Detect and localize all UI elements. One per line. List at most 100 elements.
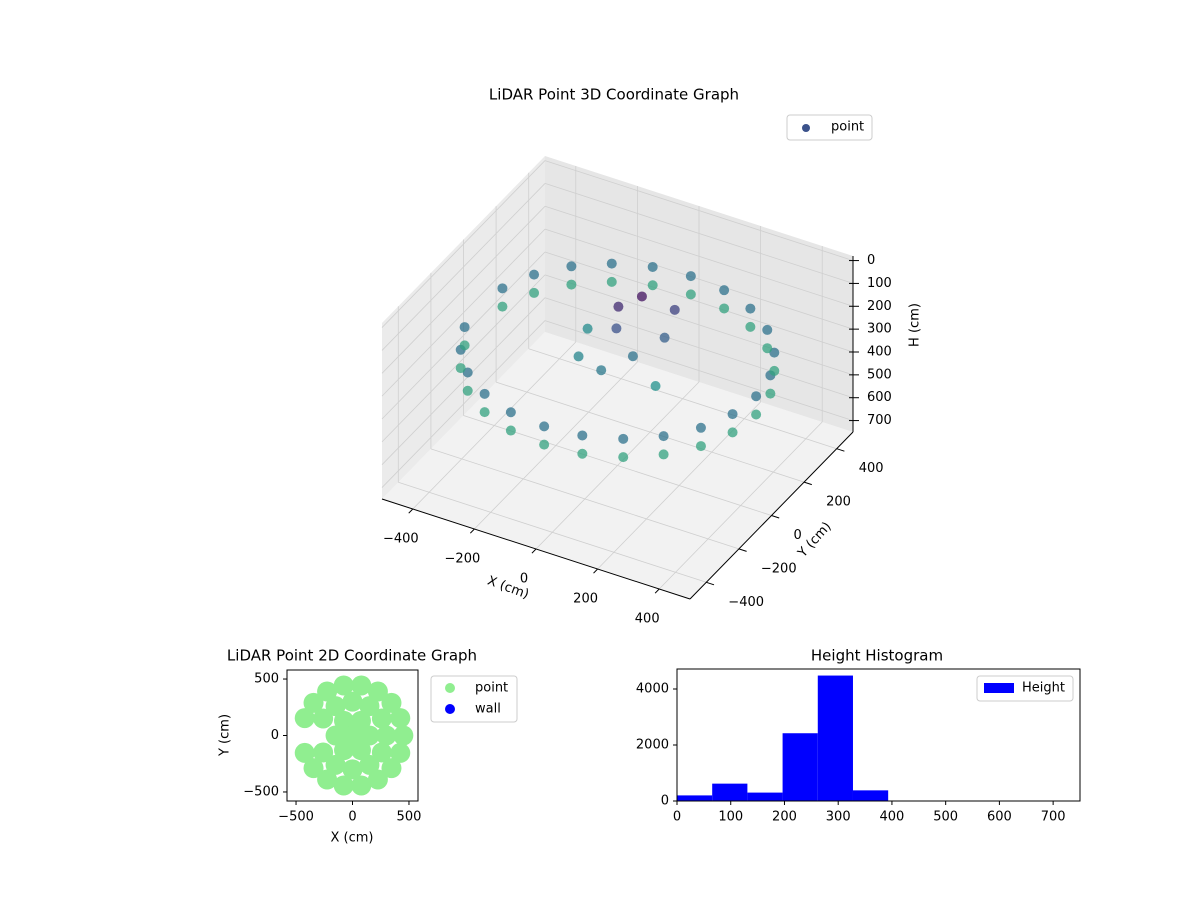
- point: [606, 258, 617, 269]
- y-tick-label: 2000: [636, 737, 669, 752]
- point: [351, 775, 372, 796]
- point: [381, 758, 402, 779]
- y-tick-label: 400: [859, 461, 884, 476]
- point: [303, 758, 324, 779]
- point: [342, 725, 363, 746]
- point: [367, 681, 388, 702]
- axes-frame: [676, 668, 1081, 802]
- x-tick-label: 400: [635, 612, 660, 627]
- legend-label: point: [475, 681, 508, 696]
- bar: [817, 675, 853, 801]
- point: [317, 769, 338, 790]
- x-tick-label: 700: [1041, 810, 1066, 825]
- point: [762, 343, 773, 354]
- point: [751, 391, 762, 402]
- grid-line: [381, 183, 546, 351]
- tick-mark: [706, 581, 715, 586]
- legend-label: Height: [1022, 681, 1065, 696]
- point: [371, 742, 392, 763]
- point: [611, 323, 622, 334]
- grid-line: [544, 297, 854, 399]
- x-tick-label: 100: [718, 810, 743, 825]
- point: [350, 740, 371, 761]
- x-tick-label: 0: [348, 810, 356, 825]
- point: [539, 439, 550, 450]
- tick-mark: [469, 528, 475, 534]
- point: [381, 692, 402, 713]
- point: [376, 725, 397, 746]
- z-tick-label: 300: [867, 322, 892, 337]
- point: [669, 304, 680, 315]
- grid-line: [381, 297, 546, 465]
- grid-line: [544, 160, 854, 261]
- plot-area: [294, 675, 414, 796]
- y-tick-label: 500: [254, 672, 279, 687]
- point: [606, 276, 617, 287]
- point: [455, 363, 466, 374]
- point: [390, 742, 411, 763]
- point: [618, 452, 629, 463]
- bar: [852, 790, 889, 801]
- point: [334, 740, 355, 761]
- grid-line: [544, 251, 854, 353]
- y-tick-label: −500: [243, 784, 279, 799]
- point: [695, 422, 706, 433]
- point: [719, 285, 730, 296]
- point: [390, 708, 411, 729]
- point: [650, 380, 661, 391]
- legend-label: wall: [475, 702, 501, 717]
- legend-box: [786, 114, 873, 141]
- grid-line: [544, 228, 854, 330]
- grid-line: [381, 251, 546, 420]
- grid-line: [398, 481, 707, 583]
- grid-line: [495, 381, 805, 483]
- z-axis-label: H (cm): [908, 303, 923, 347]
- point: [325, 725, 346, 746]
- point: [577, 448, 588, 459]
- tick-mark: [803, 481, 812, 486]
- point: [325, 696, 346, 717]
- point: [596, 365, 607, 376]
- point: [333, 675, 354, 696]
- point: [529, 269, 540, 280]
- point: [573, 351, 584, 362]
- y-tick-label: 200: [826, 495, 851, 510]
- point: [539, 421, 550, 432]
- z-tick-label: 500: [867, 367, 892, 382]
- point: [765, 388, 776, 399]
- point: [727, 427, 738, 438]
- point: [658, 431, 669, 442]
- z-tick-label: 200: [867, 299, 892, 314]
- point: [462, 385, 473, 396]
- point: [745, 303, 756, 314]
- point: [719, 303, 730, 314]
- x-tick-label: 300: [826, 810, 851, 825]
- z-tick-label: 700: [867, 413, 892, 428]
- point: [751, 409, 762, 420]
- y-tick-label: 0: [661, 794, 669, 809]
- tick-mark: [738, 548, 747, 552]
- point: [647, 261, 658, 272]
- x-tick-label: −200: [445, 552, 481, 567]
- tick-mark: [836, 448, 845, 452]
- point: [529, 287, 540, 298]
- grid-line: [381, 206, 546, 374]
- x-tick-label: 0: [520, 572, 528, 587]
- x-tick-label: 500: [397, 810, 422, 825]
- y-axis: [689, 431, 854, 600]
- point: [658, 449, 669, 460]
- point: [627, 351, 638, 362]
- point: [566, 261, 577, 272]
- grid-line: [381, 320, 546, 488]
- point: [459, 322, 470, 333]
- point: [313, 742, 334, 763]
- point: [294, 742, 315, 763]
- legend-marker: [445, 704, 455, 714]
- tick-mark: [531, 548, 537, 554]
- x-axis-label: X (cm): [331, 831, 374, 846]
- tick-mark: [771, 515, 780, 519]
- grid-line: [544, 205, 854, 307]
- grid-line: [381, 274, 546, 443]
- legend-marker: [984, 683, 1014, 693]
